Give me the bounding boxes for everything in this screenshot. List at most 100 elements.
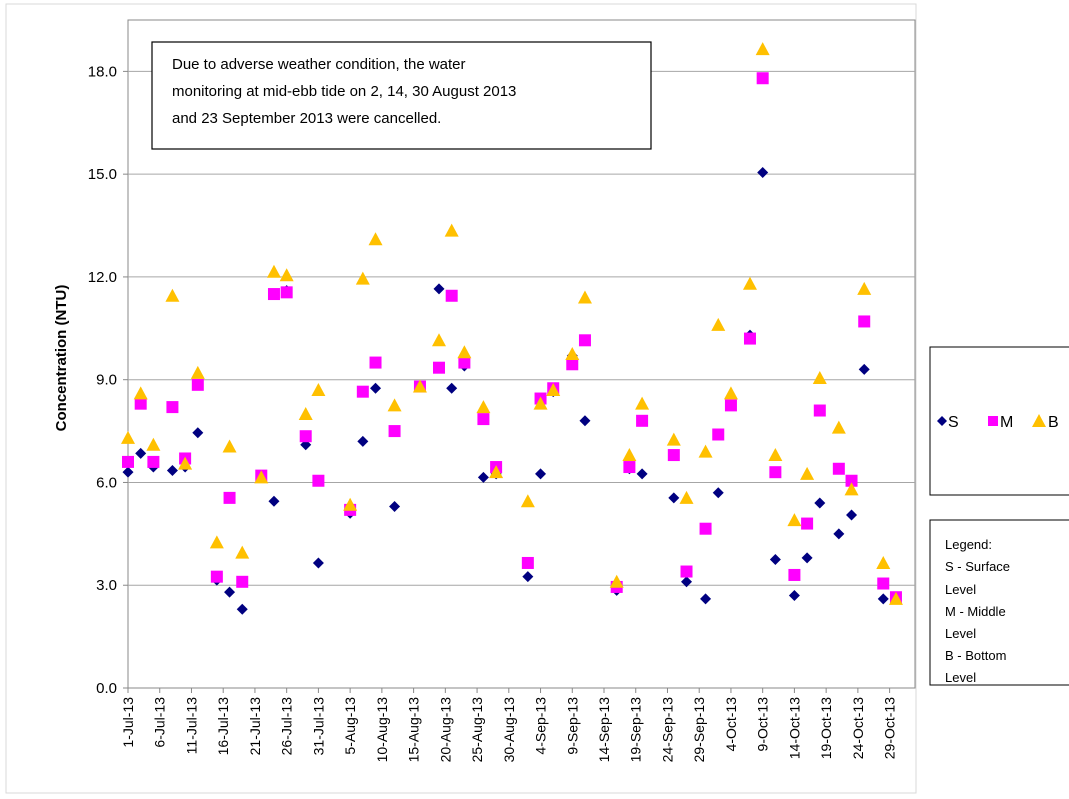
point-m (832, 462, 845, 475)
point-m (166, 401, 179, 414)
point-b (412, 379, 427, 393)
x-tick-label: 9-Sep-13 (564, 697, 580, 755)
point-b (457, 345, 472, 359)
point-s (846, 509, 858, 521)
point-b (266, 264, 281, 278)
point-m (724, 399, 737, 412)
annotation-line-3: and 23 September 2013 were cancelled. (172, 110, 441, 127)
point-b (755, 42, 770, 56)
point-b (831, 420, 846, 434)
point-s (357, 435, 369, 447)
point-m (445, 289, 458, 302)
point-m (477, 413, 490, 426)
point-b (476, 400, 491, 414)
legend-marker-s (937, 416, 947, 426)
legend-label-m: M (1000, 414, 1013, 431)
x-tick-label: 26-Jul-13 (279, 697, 295, 756)
data-points (121, 42, 903, 615)
x-tick-label: 4-Oct-13 (723, 697, 739, 752)
point-m (134, 397, 147, 410)
legend-label-s: S (948, 414, 959, 431)
point-m (699, 522, 712, 535)
point-b (565, 347, 580, 360)
point-m (236, 575, 249, 588)
point-s (814, 497, 826, 509)
x-tick-label: 29-Oct-13 (882, 697, 898, 759)
point-s (535, 468, 547, 480)
point-m (280, 286, 293, 299)
point-b (857, 281, 872, 295)
legend-label-b: B (1048, 414, 1059, 431)
point-m (147, 455, 160, 468)
x-tick-label: 10-Aug-13 (374, 697, 390, 763)
x-tick-label: 29-Sep-13 (691, 697, 707, 763)
point-m (743, 332, 756, 345)
point-m (122, 455, 134, 468)
point-m (312, 474, 325, 487)
point-b (787, 513, 802, 527)
point-b (146, 437, 161, 451)
point-m (191, 378, 204, 391)
point-s (681, 576, 693, 588)
x-tick-label: 14-Sep-13 (596, 697, 612, 763)
point-s (166, 464, 178, 476)
point-b (577, 290, 592, 304)
point-m (788, 568, 801, 581)
point-b (679, 490, 694, 504)
point-m (667, 449, 680, 462)
annotation-line-2: monitoring at mid-ebb tide on 2, 14, 30 … (172, 83, 516, 100)
point-m (801, 517, 814, 530)
legend-note-line-7: Level (945, 670, 976, 685)
x-tick-label: 30-Aug-13 (501, 697, 517, 763)
point-m (712, 428, 725, 441)
point-b (178, 456, 193, 470)
point-b (546, 382, 561, 396)
point-b (666, 432, 681, 446)
legend-note-line-4: M - Middle (945, 604, 1006, 619)
point-s (446, 382, 458, 394)
point-b (711, 317, 726, 331)
series-b (121, 42, 903, 605)
point-m (369, 356, 382, 369)
x-tick-label: 24-Sep-13 (659, 697, 675, 763)
point-b (165, 288, 180, 302)
x-tick-label: 4-Sep-13 (533, 697, 549, 755)
point-s (389, 500, 401, 512)
point-b (209, 535, 224, 549)
legend-note-line-6: B - Bottom (945, 648, 1006, 663)
y-tick-label: 0.0 (96, 680, 117, 697)
point-m (877, 577, 890, 590)
point-m (756, 72, 769, 85)
y-tick-label: 9.0 (96, 372, 117, 389)
point-s (224, 586, 236, 598)
point-s (757, 166, 769, 178)
legend-note-box: Legend: S - Surface Level M - Middle Lev… (929, 519, 1069, 686)
point-m (521, 556, 534, 569)
point-s (579, 415, 591, 427)
point-s (712, 487, 724, 499)
point-s (877, 593, 889, 605)
point-b (431, 333, 446, 347)
point-b (121, 430, 135, 444)
point-s (522, 571, 534, 583)
y-tick-label: 3.0 (96, 577, 117, 594)
point-b (635, 396, 650, 410)
point-s (700, 593, 712, 605)
point-b (235, 545, 250, 559)
point-b (888, 591, 903, 605)
x-axis-ticks: 1-Jul-13 6-Jul-13 11-Jul-13 16-Jul-13 21-Jul… (120, 688, 898, 762)
point-m (388, 425, 401, 438)
legend-note-line-2: S - Surface (945, 559, 1010, 574)
y-axis-ticks: 0.0 3.0 6.0 9.0 12.0 15.0 18.0 (88, 63, 128, 697)
point-m (223, 491, 236, 504)
x-tick-label: 19-Oct-13 (818, 697, 834, 759)
point-s (236, 603, 248, 615)
point-b (609, 574, 624, 588)
x-tick-label: 6-Jul-13 (152, 697, 168, 748)
point-m (769, 466, 782, 479)
point-b (311, 382, 326, 396)
point-b (768, 448, 783, 462)
x-tick-label: 21-Jul-13 (247, 697, 263, 756)
x-tick-label: 16-Jul-13 (215, 697, 231, 756)
